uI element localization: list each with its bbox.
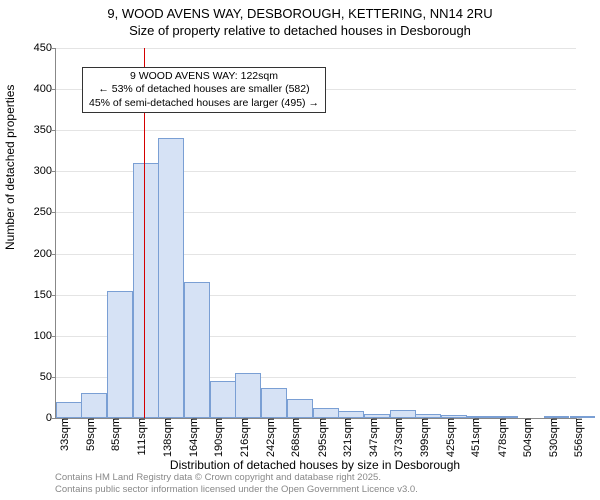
histogram-bar (287, 399, 313, 418)
xtick-label: 242sqm (259, 418, 277, 457)
footnote-line-1: Contains HM Land Registry data © Crown c… (55, 472, 418, 484)
annotation-line-1: 9 WOOD AVENS WAY: 122sqm (89, 70, 319, 84)
histogram-bar (261, 388, 287, 418)
histogram-bar (210, 381, 236, 418)
xtick-label: 295sqm (311, 418, 329, 457)
xtick-label: 556sqm (567, 418, 585, 457)
ytick-label: 450 (34, 42, 56, 54)
xtick-label: 33sqm (53, 418, 71, 451)
xtick-label: 216sqm (233, 418, 251, 457)
footnote: Contains HM Land Registry data © Crown c… (55, 472, 418, 496)
yaxis-label: Number of detached properties (3, 85, 17, 250)
ytick-label: 200 (34, 248, 56, 260)
footnote-line-2: Contains public sector information licen… (55, 484, 418, 496)
xtick-label: 164sqm (182, 418, 200, 457)
xtick-label: 451sqm (464, 418, 482, 457)
histogram-bar (107, 291, 133, 418)
xtick-label: 530sqm (542, 418, 560, 457)
chart-container: 9, WOOD AVENS WAY, DESBOROUGH, KETTERING… (0, 0, 600, 500)
histogram-bar (390, 410, 416, 418)
histogram-bar (56, 402, 82, 418)
ytick-label: 300 (34, 165, 56, 177)
annotation-line-2: ← 53% of detached houses are smaller (58… (89, 83, 319, 97)
ytick-label: 400 (34, 83, 56, 95)
xtick-label: 347sqm (362, 418, 380, 457)
histogram-bar (184, 282, 210, 418)
ytick-label: 50 (40, 371, 56, 383)
histogram-bar (158, 138, 184, 418)
plot-area: 05010015020025030035040045033sqm59sqm85s… (55, 48, 576, 419)
histogram-bar (81, 393, 107, 418)
gridline (56, 48, 576, 49)
annotation-line-3: 45% of semi-detached houses are larger (… (89, 97, 319, 111)
xtick-label: 321sqm (336, 418, 354, 457)
title-line-2: Size of property relative to detached ho… (0, 23, 600, 40)
annotation-box: 9 WOOD AVENS WAY: 122sqm← 53% of detache… (82, 67, 326, 114)
xtick-label: 504sqm (516, 418, 534, 457)
xtick-label: 138sqm (156, 418, 174, 457)
ytick-label: 100 (34, 330, 56, 342)
histogram-bar (133, 163, 159, 418)
histogram-bar (235, 373, 261, 418)
gridline (56, 130, 576, 131)
chart-title: 9, WOOD AVENS WAY, DESBOROUGH, KETTERING… (0, 0, 600, 40)
xtick-label: 190sqm (207, 418, 225, 457)
xtick-label: 373sqm (387, 418, 405, 457)
title-line-1: 9, WOOD AVENS WAY, DESBOROUGH, KETTERING… (0, 6, 600, 23)
xtick-label: 59sqm (79, 418, 97, 451)
xtick-label: 478sqm (491, 418, 509, 457)
ytick-label: 150 (34, 289, 56, 301)
xtick-label: 111sqm (130, 418, 148, 456)
histogram-bar (313, 408, 339, 418)
xtick-label: 268sqm (284, 418, 302, 457)
ytick-label: 250 (34, 206, 56, 218)
xtick-label: 399sqm (413, 418, 431, 457)
xaxis-label: Distribution of detached houses by size … (55, 458, 575, 472)
xtick-label: 425sqm (439, 418, 457, 457)
ytick-label: 350 (34, 124, 56, 136)
xtick-label: 85sqm (104, 418, 122, 451)
